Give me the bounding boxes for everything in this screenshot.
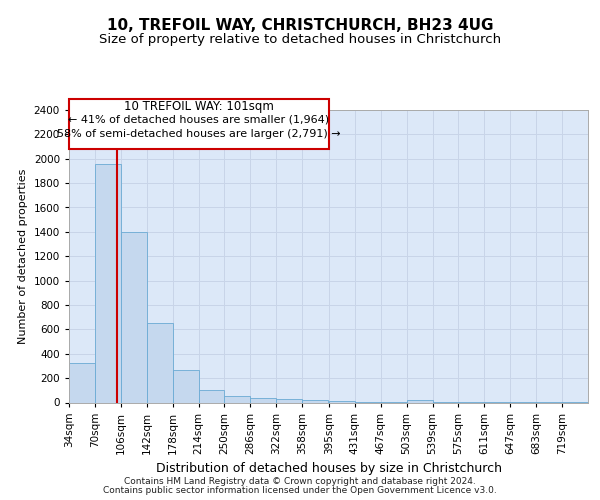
- Bar: [277, 400, 302, 402]
- Text: Contains HM Land Registry data © Crown copyright and database right 2024.: Contains HM Land Registry data © Crown c…: [124, 477, 476, 486]
- Bar: [121, 232, 147, 402]
- Text: 10 TREFOIL WAY: 101sqm: 10 TREFOIL WAY: 101sqm: [124, 100, 274, 114]
- Bar: [199, 390, 224, 402]
- Bar: [95, 164, 121, 402]
- Y-axis label: Number of detached properties: Number of detached properties: [18, 168, 28, 344]
- Bar: [250, 398, 277, 402]
- Bar: [302, 400, 328, 402]
- Bar: [407, 400, 433, 402]
- X-axis label: Distribution of detached houses by size in Christchurch: Distribution of detached houses by size …: [155, 462, 502, 475]
- Bar: [173, 370, 199, 402]
- FancyBboxPatch shape: [69, 99, 329, 149]
- Bar: [69, 363, 95, 403]
- Bar: [224, 396, 250, 402]
- Text: ← 41% of detached houses are smaller (1,964): ← 41% of detached houses are smaller (1,…: [68, 115, 329, 125]
- Text: 58% of semi-detached houses are larger (2,791) →: 58% of semi-detached houses are larger (…: [57, 129, 341, 139]
- Text: Contains public sector information licensed under the Open Government Licence v3: Contains public sector information licen…: [103, 486, 497, 495]
- Text: Size of property relative to detached houses in Christchurch: Size of property relative to detached ho…: [99, 32, 501, 46]
- Bar: [329, 400, 355, 402]
- Bar: [147, 324, 173, 402]
- Text: 10, TREFOIL WAY, CHRISTCHURCH, BH23 4UG: 10, TREFOIL WAY, CHRISTCHURCH, BH23 4UG: [107, 18, 493, 32]
